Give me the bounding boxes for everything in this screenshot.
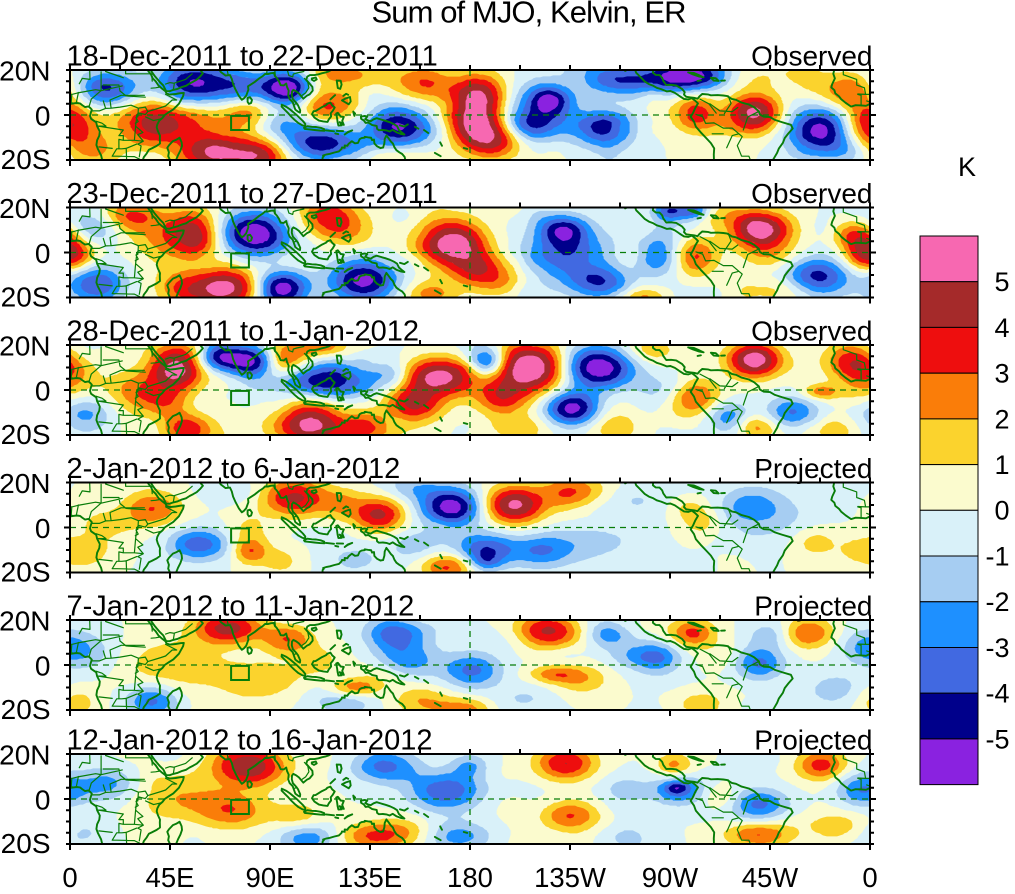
svg-text:45W: 45W <box>742 862 799 889</box>
svg-text:20N: 20N <box>0 331 51 362</box>
svg-text:-2: -2 <box>985 587 1009 617</box>
svg-text:20N: 20N <box>0 193 51 224</box>
svg-text:4: 4 <box>994 313 1009 343</box>
svg-text:0: 0 <box>35 651 51 682</box>
svg-text:20S: 20S <box>1 557 51 588</box>
svg-text:7-Jan-2012 to 11-Jan-2012: 7-Jan-2012 to 11-Jan-2012 <box>67 591 415 623</box>
svg-text:K: K <box>958 152 976 182</box>
svg-text:20S: 20S <box>1 144 51 175</box>
svg-text:0: 0 <box>35 785 51 816</box>
svg-text:-1: -1 <box>985 541 1009 571</box>
svg-text:Projected: Projected <box>754 725 872 756</box>
svg-text:Projected: Projected <box>754 591 872 622</box>
svg-text:Observed: Observed <box>751 178 872 209</box>
svg-text:5: 5 <box>994 267 1009 297</box>
svg-text:0: 0 <box>62 862 77 889</box>
svg-text:90E: 90E <box>246 862 295 889</box>
svg-text:-3: -3 <box>985 633 1009 663</box>
svg-text:0: 0 <box>35 513 51 544</box>
svg-text:45E: 45E <box>146 862 195 889</box>
svg-text:20S: 20S <box>1 828 51 859</box>
svg-text:20N: 20N <box>0 56 51 87</box>
svg-text:28-Dec-2011 to 1-Jan-2012: 28-Dec-2011 to 1-Jan-2012 <box>67 316 420 348</box>
svg-text:20N: 20N <box>0 740 51 771</box>
svg-text:0: 0 <box>35 101 51 132</box>
svg-text:20N: 20N <box>0 606 51 637</box>
svg-text:20N: 20N <box>0 468 51 499</box>
svg-text:20S: 20S <box>1 419 51 450</box>
svg-text:-4: -4 <box>985 679 1009 709</box>
svg-text:0: 0 <box>862 862 877 889</box>
svg-text:3: 3 <box>994 359 1009 389</box>
svg-text:-5: -5 <box>985 724 1009 754</box>
svg-text:2-Jan-2012 to 6-Jan-2012: 2-Jan-2012 to 6-Jan-2012 <box>67 453 401 485</box>
svg-text:0: 0 <box>35 238 51 269</box>
svg-text:Observed: Observed <box>751 41 872 72</box>
svg-text:Projected: Projected <box>754 453 872 484</box>
svg-text:12-Jan-2012 to 16-Jan-2012: 12-Jan-2012 to 16-Jan-2012 <box>67 725 433 757</box>
svg-text:135E: 135E <box>338 862 402 889</box>
svg-text:0: 0 <box>35 376 51 407</box>
svg-text:18-Dec-2011 to 22-Dec-2011: 18-Dec-2011 to 22-Dec-2011 <box>67 41 438 73</box>
svg-text:2: 2 <box>994 404 1009 434</box>
svg-text:Observed: Observed <box>751 316 872 347</box>
svg-text:20S: 20S <box>1 694 51 725</box>
svg-text:0: 0 <box>994 496 1009 526</box>
svg-text:135W: 135W <box>534 862 606 889</box>
svg-text:90W: 90W <box>642 862 699 889</box>
svg-text:Sum of MJO, Kelvin, ER: Sum of MJO, Kelvin, ER <box>372 0 687 30</box>
svg-text:20S: 20S <box>1 282 51 313</box>
svg-text:180: 180 <box>447 862 493 889</box>
svg-text:1: 1 <box>994 450 1009 480</box>
svg-text:23-Dec-2011 to 27-Dec-2011: 23-Dec-2011 to 27-Dec-2011 <box>67 178 438 210</box>
